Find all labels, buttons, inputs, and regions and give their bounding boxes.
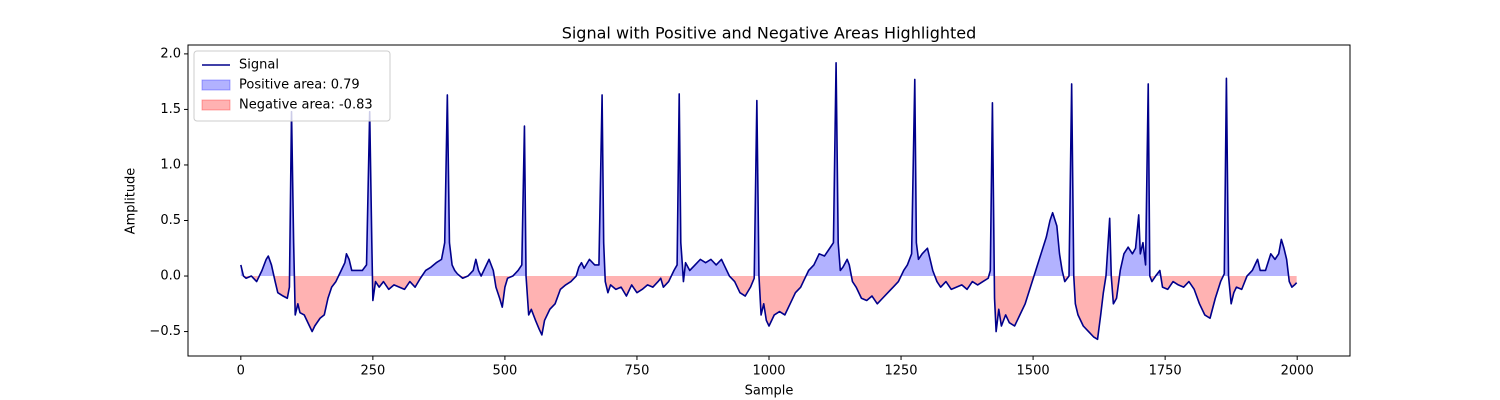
legend-label: Positive area: 0.79 xyxy=(239,78,360,93)
x-tick-label: 250 xyxy=(360,364,385,379)
legend-label: Negative area: -0.83 xyxy=(239,98,373,113)
y-tick-label: 1.0 xyxy=(160,157,181,172)
negative-area xyxy=(240,276,1297,340)
x-tick-label: 0 xyxy=(237,364,245,379)
x-tick-label: 1000 xyxy=(752,364,785,379)
x-axis-label: Sample xyxy=(745,384,794,399)
signal-line xyxy=(240,61,1298,341)
legend-patch xyxy=(201,79,231,91)
x-tick-label: 1750 xyxy=(1149,364,1182,379)
legend-box xyxy=(193,50,391,122)
y-tick-label: 1.5 xyxy=(160,102,181,117)
legend-label: Signal xyxy=(239,58,279,73)
x-tick-label: 2000 xyxy=(1281,364,1314,379)
chart-title: Signal with Positive and Negative Areas … xyxy=(562,24,977,43)
x-tick-label: 1250 xyxy=(884,364,917,379)
y-tick-label: 0.0 xyxy=(160,269,181,284)
legend-patch xyxy=(201,99,231,111)
y-tick-label: −0.5 xyxy=(149,324,181,339)
plot-frame xyxy=(187,44,1351,357)
y-tick-label: 0.5 xyxy=(160,213,181,228)
x-tick-label: 750 xyxy=(625,364,650,379)
y-axis-label: Amplitude xyxy=(124,168,139,235)
legend: Signal Positive area: 0.79 Negative area: … xyxy=(193,50,391,122)
y-tick-label: 2.0 xyxy=(160,46,181,61)
x-tick-label: 500 xyxy=(492,364,517,379)
x-tick-label: 1500 xyxy=(1017,364,1050,379)
